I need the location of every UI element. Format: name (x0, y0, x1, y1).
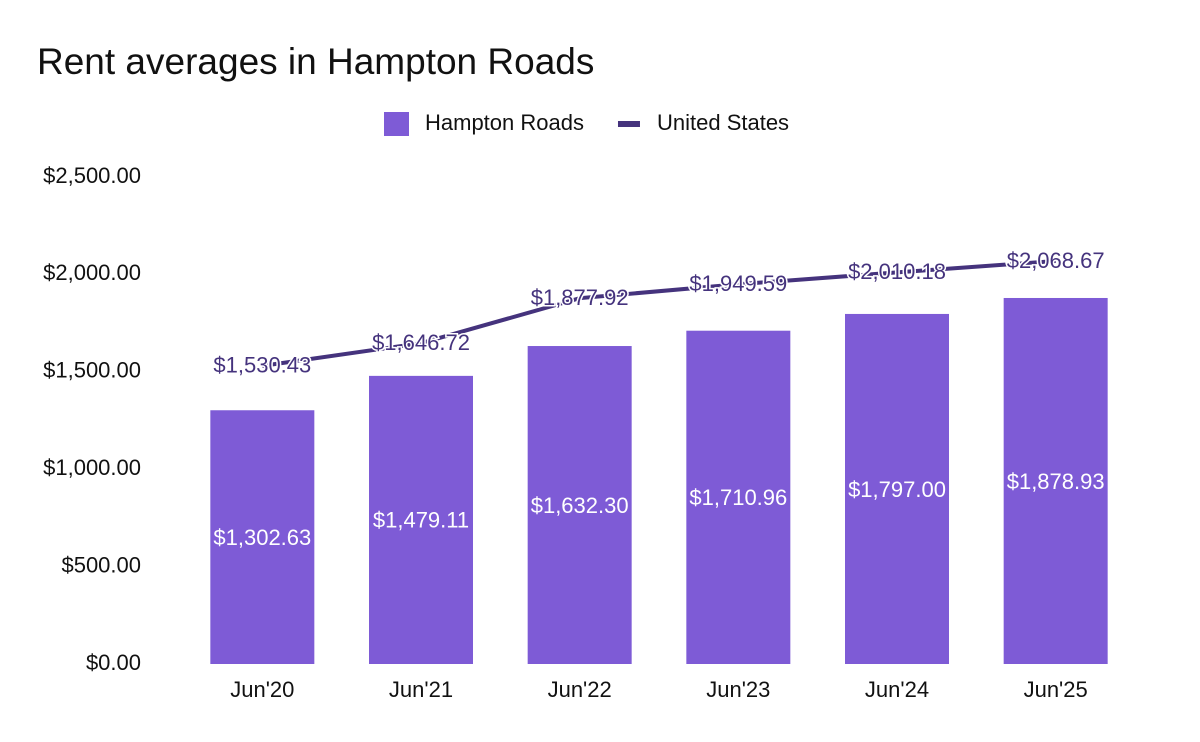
data-label: $1,710.96 (689, 485, 787, 510)
legend-swatch (384, 112, 409, 136)
data-label: $1,797.00 (848, 477, 946, 502)
data-label: $1,479.11 (373, 508, 469, 533)
legend-label: United States (657, 110, 789, 135)
bar (210, 410, 315, 664)
data-label: $1,878.93 (1007, 469, 1105, 494)
bar (1003, 297, 1108, 664)
bar (369, 375, 473, 664)
bar (845, 313, 949, 664)
legend-label: Hampton Roads (425, 110, 584, 135)
x-tick-label: Jun'24 (865, 677, 929, 702)
y-tick-label: $2,000.00 (43, 260, 141, 285)
data-label: $1,877.92 (531, 285, 629, 310)
y-tick-label: $1,000.00 (43, 455, 141, 480)
bar (527, 346, 632, 664)
line (262, 259, 1056, 368)
y-tick-label: $2,500.00 (43, 163, 141, 188)
x-tick-label: Jun'22 (548, 677, 612, 702)
data-label: $2,068.67 (1007, 248, 1105, 273)
data-label: $1,646.72 (372, 330, 470, 355)
y-tick-label: $0.00 (86, 650, 141, 675)
data-label: $1,302.63 (213, 525, 311, 550)
y-tick-label: $1,500.00 (43, 358, 141, 383)
data-label: $1,949.59 (689, 271, 787, 296)
y-tick-label: $500.00 (61, 552, 141, 577)
bar (686, 330, 791, 664)
x-tick-label: Jun'23 (706, 677, 770, 702)
x-tick-label: Jun'21 (389, 677, 453, 702)
chart-title: Rent averages in Hampton Roads (37, 41, 594, 82)
data-label: $2,010.18 (848, 259, 946, 284)
x-tick-label: Jun'25 (1024, 677, 1088, 702)
data-label: $1,530.43 (213, 353, 311, 378)
x-tick-label: Jun'20 (230, 677, 294, 702)
data-label: $1,632.30 (531, 493, 629, 518)
